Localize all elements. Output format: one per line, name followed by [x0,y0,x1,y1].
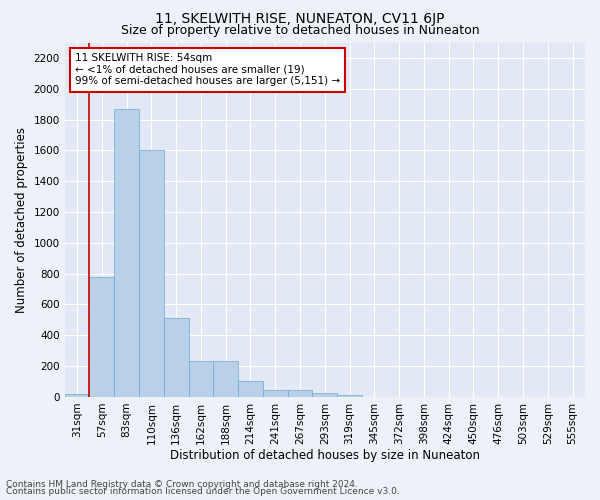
Bar [214,360,238,397]
Y-axis label: Number of detached properties: Number of detached properties [15,126,28,312]
Bar [287,390,313,397]
Text: Size of property relative to detached houses in Nuneaton: Size of property relative to detached ho… [121,24,479,37]
Bar [238,381,263,397]
Text: 11 SKELWITH RISE: 54sqm
← <1% of detached houses are smaller (19)
99% of semi-de: 11 SKELWITH RISE: 54sqm ← <1% of detache… [75,53,340,86]
Bar [65,394,89,397]
X-axis label: Distribution of detached houses by size in Nuneaton: Distribution of detached houses by size … [170,450,480,462]
Bar [263,390,287,397]
Text: Contains public sector information licensed under the Open Government Licence v3: Contains public sector information licen… [6,487,400,496]
Bar [164,318,188,397]
Text: 11, SKELWITH RISE, NUNEATON, CV11 6JP: 11, SKELWITH RISE, NUNEATON, CV11 6JP [155,12,445,26]
Bar [139,150,164,397]
Bar [114,109,139,397]
Bar [313,392,337,397]
Bar [337,395,362,397]
Bar [188,360,214,397]
Text: Contains HM Land Registry data © Crown copyright and database right 2024.: Contains HM Land Registry data © Crown c… [6,480,358,489]
Bar [89,277,114,397]
